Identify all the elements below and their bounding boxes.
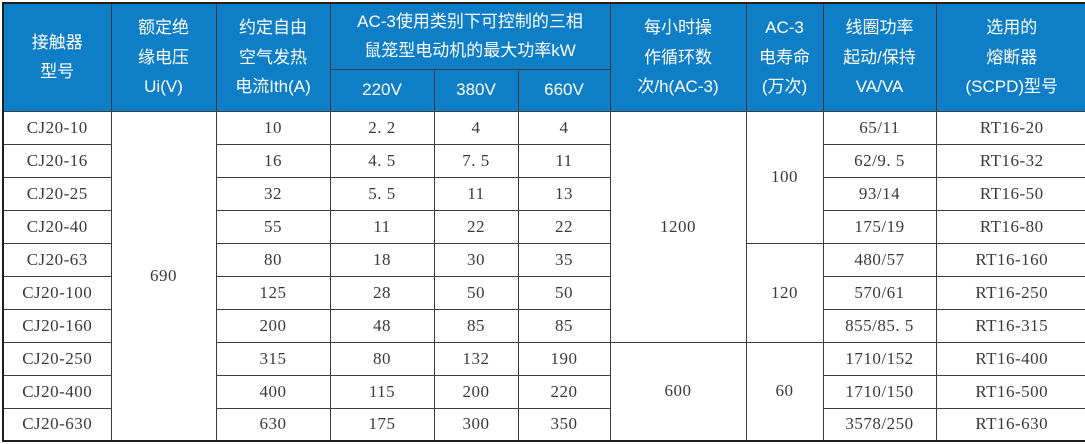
header-row-1: 接触器 型号 额定绝 缘电压 Ui(V) 约定自由 空气发热 电流Ith(A) …: [2, 2, 1085, 112]
col-header-cycles-per-hour: 每小时操 作循环数 次/h(AC-3): [609, 2, 747, 112]
life-cell: 100: [745, 110, 824, 244]
power-380v-cell: 132: [433, 341, 519, 376]
fuse-cell: RT16-80: [935, 209, 1085, 244]
power-660v-cell: 11: [517, 143, 611, 178]
power-660v-cell: 190: [517, 341, 611, 376]
power-380v-cell: 300: [433, 407, 519, 442]
thermal-current-cell: 55: [215, 209, 331, 244]
fuse-cell: RT16-250: [935, 275, 1085, 310]
cycles-cell: 1200: [609, 110, 747, 343]
col-header-model: 接触器 型号: [2, 2, 112, 112]
thermal-current-cell: 16: [215, 143, 331, 178]
coil-power-cell: 480/57: [822, 242, 937, 277]
coil-power-cell: 62/9. 5: [822, 143, 937, 178]
model-cell: CJ20-400: [2, 374, 112, 409]
power-380v-cell: 30: [433, 242, 519, 277]
fuse-cell: RT16-20: [935, 110, 1085, 145]
fuse-cell: RT16-500: [935, 374, 1085, 409]
fuse-cell: RT16-315: [935, 308, 1085, 343]
thermal-current-cell: 400: [215, 374, 331, 409]
col-header-fuse-type: 选用的 熔断器 (SCPD)型号: [935, 2, 1085, 112]
table-row: CJ20-16 16 4. 5 7. 5 11 62/9. 5 RT16-32: [2, 143, 1085, 178]
power-380v-cell: 85: [433, 308, 519, 343]
power-660v-cell: 35: [517, 242, 611, 277]
power-380v-cell: 200: [433, 374, 519, 409]
cycles-cell: 600: [609, 341, 747, 442]
power-220v-cell: 18: [329, 242, 435, 277]
power-380v-cell: 11: [433, 176, 519, 211]
thermal-current-cell: 200: [215, 308, 331, 343]
power-380v-cell: 4: [433, 110, 519, 145]
model-cell: CJ20-40: [2, 209, 112, 244]
model-cell: CJ20-630: [2, 407, 112, 442]
coil-power-cell: 65/11: [822, 110, 937, 145]
power-380v-cell: 22: [433, 209, 519, 244]
coil-power-cell: 3578/250: [822, 407, 937, 442]
model-cell: CJ20-25: [2, 176, 112, 211]
col-header-power-group: AC-3使用类别下可控制的三相 鼠笼型电动机的最大功率kW: [329, 2, 611, 70]
table-body: CJ20-10 690 10 2. 2 4 4 1200 100 65/11 R…: [2, 110, 1085, 442]
power-220v-cell: 4. 5: [329, 143, 435, 178]
col-header-380v: 380V: [433, 68, 519, 112]
coil-power-cell: 855/85. 5: [822, 308, 937, 343]
col-header-insulation-voltage: 额定绝 缘电压 Ui(V): [110, 2, 217, 112]
power-220v-cell: 11: [329, 209, 435, 244]
power-660v-cell: 22: [517, 209, 611, 244]
power-380v-cell: 7. 5: [433, 143, 519, 178]
power-220v-cell: 2. 2: [329, 110, 435, 145]
table-row: CJ20-250 315 80 132 190 600 60 1710/152 …: [2, 341, 1085, 442]
table-row: CJ20-25 32 5. 5 11 13 93/14 RT16-50: [2, 176, 1085, 211]
model-cell: CJ20-100: [2, 275, 112, 310]
fuse-cell: RT16-160: [935, 242, 1085, 277]
fuse-cell: RT16-630: [935, 407, 1085, 442]
power-660v-cell: 350: [517, 407, 611, 442]
col-header-220v: 220V: [329, 68, 435, 112]
power-220v-cell: 5. 5: [329, 176, 435, 211]
coil-power-cell: 93/14: [822, 176, 937, 211]
model-cell: CJ20-63: [2, 242, 112, 277]
fuse-cell: RT16-50: [935, 176, 1085, 211]
thermal-current-cell: 10: [215, 110, 331, 145]
table-header: 接触器 型号 额定绝 缘电压 Ui(V) 约定自由 空气发热 电流Ith(A) …: [2, 2, 1085, 112]
coil-power-cell: 1710/150: [822, 374, 937, 409]
insulation-voltage-cell: 690: [110, 110, 217, 442]
col-header-coil-power: 线圈功率 起动/保持 VA/VA: [822, 2, 937, 112]
power-220v-cell: 48: [329, 308, 435, 343]
coil-power-cell: 570/61: [822, 275, 937, 310]
thermal-current-cell: 315: [215, 341, 331, 376]
header-row-2: 220V 380V 660V: [3, 68, 1085, 112]
power-660v-cell: 85: [517, 308, 611, 343]
fuse-cell: RT16-400: [935, 341, 1085, 376]
power-220v-cell: 80: [329, 341, 435, 376]
power-220v-cell: 115: [329, 374, 435, 409]
col-header-660v: 660V: [517, 68, 611, 112]
model-cell: CJ20-160: [2, 308, 112, 343]
life-cell: 120: [745, 242, 824, 343]
coil-power-cell: 1710/152: [822, 341, 937, 376]
thermal-current-cell: 32: [215, 176, 331, 211]
power-380v-cell: 50: [433, 275, 519, 310]
col-header-electrical-life: AC-3 电寿命 (万次): [745, 2, 824, 112]
table-row: CJ20-160 200 48 85 85 855/85. 5 RT16-315: [2, 308, 1085, 343]
power-220v-cell: 28: [329, 275, 435, 310]
power-660v-cell: 50: [517, 275, 611, 310]
thermal-current-cell: 80: [215, 242, 331, 277]
life-cell: 60: [745, 341, 824, 442]
model-cell: CJ20-250: [2, 341, 112, 376]
col-header-thermal-current: 约定自由 空气发热 电流Ith(A): [215, 2, 331, 112]
model-cell: CJ20-16: [2, 143, 112, 178]
fuse-cell: RT16-32: [935, 143, 1085, 178]
power-660v-cell: 4: [517, 110, 611, 145]
thermal-current-cell: 125: [215, 275, 331, 310]
model-cell: CJ20-10: [2, 110, 112, 145]
table-row: CJ20-63 80 18 30 35 120 480/57 RT16-160: [2, 242, 1085, 343]
thermal-current-cell: 630: [215, 407, 331, 442]
power-220v-cell: 175: [329, 407, 435, 442]
coil-power-cell: 175/19: [822, 209, 937, 244]
table-row: CJ20-630 630 175 300 350 3578/250 RT16-6…: [2, 407, 1085, 442]
power-660v-cell: 220: [517, 374, 611, 409]
table-row: CJ20-10 690 10 2. 2 4 4 1200 100 65/11 R…: [2, 110, 1085, 442]
power-660v-cell: 13: [517, 176, 611, 211]
